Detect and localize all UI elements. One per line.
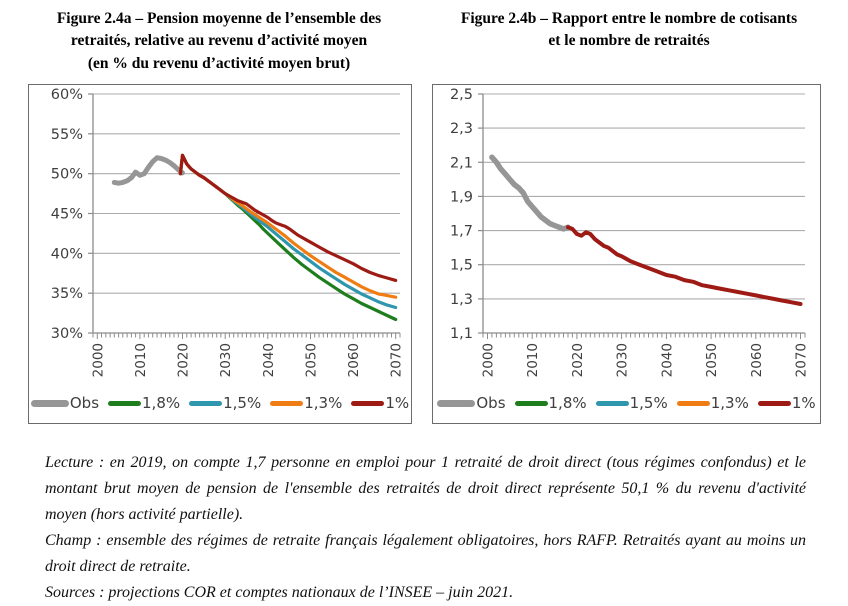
svg-text:50%: 50%: [51, 167, 83, 183]
y-axis: 2,5 2,3 2,1 1,9 1,7 1,5 1,3 1,1: [450, 87, 484, 342]
legend-item-18: 1,8%: [514, 394, 587, 413]
svg-text:45%: 45%: [51, 207, 83, 223]
y-axis: 60% 55% 50% 45% 40% 35% 30%: [51, 87, 94, 342]
svg-text:2,5: 2,5: [450, 87, 473, 103]
svg-text:1,3: 1,3: [450, 292, 473, 308]
svg-text:1,1: 1,1: [450, 326, 473, 342]
svg-text:2050: 2050: [704, 343, 720, 377]
legend-label: 1,8%: [548, 394, 587, 413]
series-1: [178, 154, 398, 283]
svg-text:2040: 2040: [261, 343, 277, 377]
svg-text:1,7: 1,7: [450, 224, 473, 240]
legend-item-15: 1,5%: [595, 394, 668, 413]
legend-item-1: 1%: [757, 394, 816, 413]
series-lines: [111, 154, 398, 322]
svg-text:2060: 2060: [749, 343, 765, 377]
legend-line-swatch: [270, 400, 304, 406]
legend-line-swatch: [437, 399, 476, 407]
legend-item-15: 1,5%: [189, 394, 261, 412]
series-Obs: [111, 155, 185, 187]
figure-b-plot: 2,5 2,3 2,1 1,9 1,7 1,5 1,3 1,1 2000 2010 2020 2030…: [450, 87, 810, 378]
svg-text:2030: 2030: [218, 343, 234, 377]
svg-text:2010: 2010: [133, 343, 149, 377]
figure-b-chart-box: 2,5 2,3 2,1 1,9 1,7 1,5 1,3 1,1 2000 2010 2020 2030…: [432, 84, 821, 425]
note-champ: Champ : ensemble des régimes de retraite…: [45, 532, 806, 576]
charts-row: 60% 55% 50% 45% 40% 35% 30% 2000 2010 2020 2030 204…: [0, 84, 848, 425]
note-lecture: Lecture : en 2019, on compte 1,7 personn…: [45, 454, 806, 524]
figure-titles-row: Figure 2.4a – Pension moyenne de l’ensem…: [0, 0, 848, 79]
legend-label: 1,5%: [629, 394, 668, 413]
legend-line-swatch: [108, 400, 142, 406]
legend-line-swatch: [514, 400, 548, 406]
legend-line-swatch: [757, 400, 791, 406]
legend-label: 1,3%: [710, 394, 749, 413]
legend-line-swatch: [351, 400, 385, 406]
svg-text:30%: 30%: [51, 326, 83, 342]
legend-line-swatch: [189, 400, 223, 406]
svg-text:55%: 55%: [51, 127, 83, 143]
figure-b-title: Figure 2.4b – Rapport entre le nombre de…: [460, 10, 798, 50]
legend-label: Obs: [476, 394, 506, 413]
svg-text:60%: 60%: [51, 87, 83, 103]
figure-a-chart-box: 60% 55% 50% 45% 40% 35% 30% 2000 2010 2020 2030 204…: [28, 84, 412, 425]
legend-item-Obs: Obs: [437, 394, 506, 413]
legend-label: 1,8%: [142, 394, 181, 413]
svg-text:1,5: 1,5: [450, 258, 473, 274]
figure-a-title: Figure 2.4a – Pension moyenne de l’ensem…: [56, 10, 382, 72]
legend-item-13: 1,3%: [270, 394, 342, 412]
legend-line-swatch: [30, 399, 69, 407]
note-sources: Sources : projections COR et comptes nat…: [45, 583, 514, 601]
figure-notes: Lecture : en 2019, on compte 1,7 personn…: [0, 424, 848, 605]
figure-a-legend: Obs 1,8% 1,5% 1,3% 1%: [29, 383, 411, 423]
legend-line-swatch: [676, 400, 710, 406]
figure-b-legend: Obs 1,8% 1,5% 1,3% 1%: [433, 383, 820, 423]
x-axis: 2000 2010 2020 2030 2040 2050 2060 2070: [90, 332, 405, 378]
legend-label: 1%: [791, 394, 816, 413]
series-1: [566, 225, 803, 307]
svg-text:35%: 35%: [51, 287, 83, 303]
svg-text:2030: 2030: [615, 343, 631, 377]
svg-text:2010: 2010: [525, 343, 541, 377]
svg-text:2020: 2020: [570, 343, 586, 377]
svg-text:2070: 2070: [794, 343, 810, 377]
svg-text:2000: 2000: [481, 343, 497, 377]
legend-item-Obs: Obs: [30, 394, 100, 413]
series-lines: [489, 154, 803, 307]
svg-text:2000: 2000: [90, 343, 106, 377]
legend-item-18: 1,8%: [108, 394, 180, 412]
svg-text:40%: 40%: [51, 247, 83, 263]
legend-line-swatch: [595, 400, 629, 406]
svg-text:2060: 2060: [346, 343, 362, 377]
figure-a-plot: 60% 55% 50% 45% 40% 35% 30% 2000 2010 2020 2030 204…: [51, 87, 405, 378]
legend-item-1: 1%: [351, 394, 409, 412]
legend-label: 1%: [385, 394, 410, 413]
svg-text:2040: 2040: [659, 343, 675, 377]
legend-label: 1,5%: [223, 394, 262, 413]
svg-text:1,9: 1,9: [450, 190, 473, 206]
svg-text:2,3: 2,3: [450, 122, 473, 138]
legend-label: 1,3%: [304, 394, 343, 413]
svg-text:2020: 2020: [176, 343, 192, 377]
x-axis: 2000 2010 2020 2030 2040 2050 2060 2070: [481, 332, 810, 378]
legend-item-13: 1,3%: [676, 394, 749, 413]
svg-text:2,1: 2,1: [450, 156, 473, 172]
series-Obs: [489, 154, 571, 233]
series-15: [178, 154, 398, 310]
svg-text:2050: 2050: [304, 343, 320, 377]
legend-label: Obs: [69, 394, 100, 413]
svg-text:2070: 2070: [389, 343, 405, 377]
